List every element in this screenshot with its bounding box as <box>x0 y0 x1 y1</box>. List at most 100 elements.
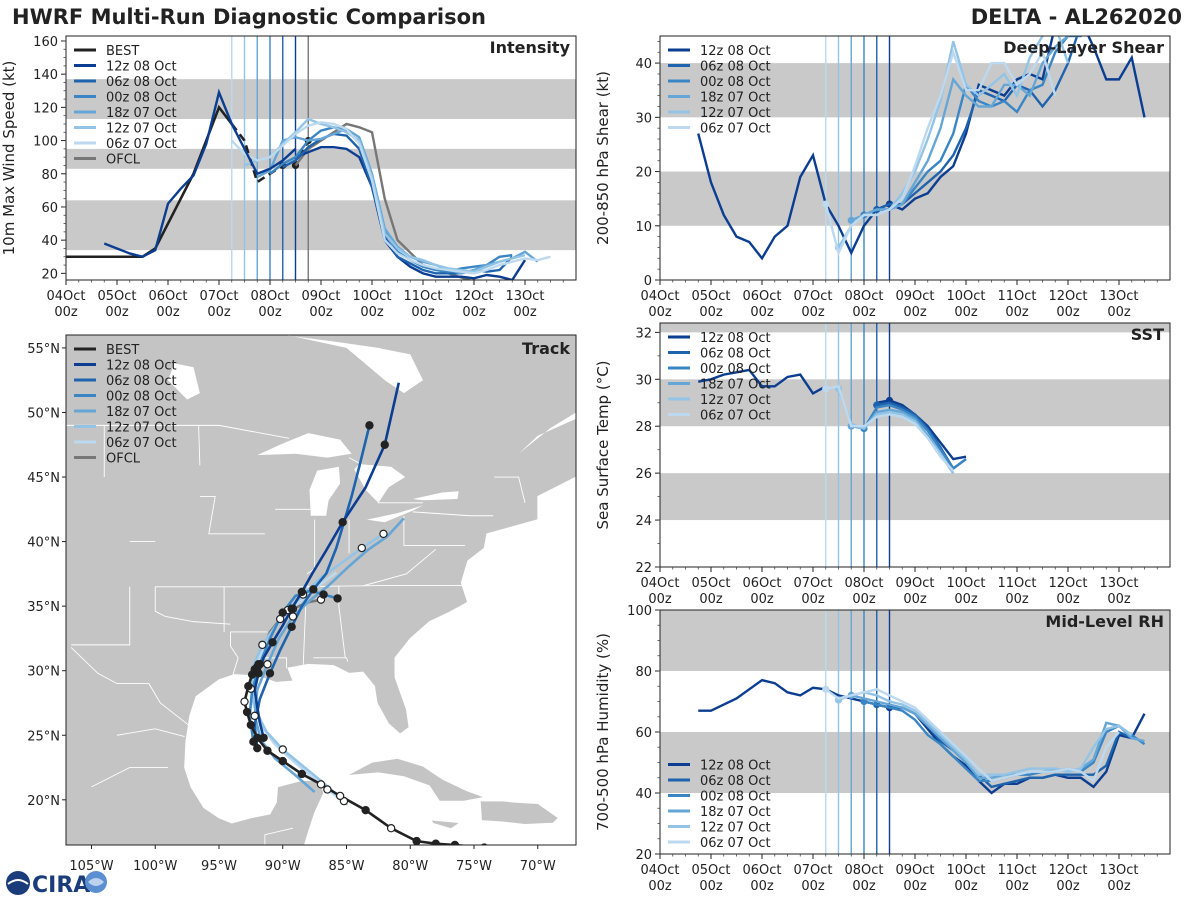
y-tick-label: 10 <box>635 220 652 235</box>
legend-label: 12z 08 Oct <box>700 759 771 774</box>
chart-sst: 22242628303204Oct00z05Oct00z06Oct00z07Oc… <box>594 322 1171 607</box>
legend-label: 00z 08 Oct <box>106 91 177 106</box>
political-border <box>403 515 466 546</box>
x-tick-label: 07Oct <box>793 576 832 591</box>
track-point-BEST <box>386 824 396 833</box>
legend-label: 18z 07 Oct <box>106 405 177 420</box>
legend-label: 12z 07 Oct <box>700 106 771 121</box>
x-tick-label: 08Oct <box>844 863 883 878</box>
series-line-06z-07-Oct <box>824 48 1057 257</box>
x-tick-label: 00z <box>1107 305 1131 320</box>
series-line-06z-08-Oct <box>876 36 1079 211</box>
x-tick-label: 00z <box>1056 305 1080 320</box>
x-tick-label: 00z <box>105 305 129 320</box>
y-tick-label: 100 <box>627 604 652 619</box>
legend-label: 06z 08 Oct <box>700 347 771 362</box>
x-tick-label: 12Oct <box>454 289 493 304</box>
track-point <box>263 660 272 669</box>
track-point-BEST <box>412 836 421 845</box>
landmass-hispaniola <box>480 800 559 825</box>
init-point <box>847 216 855 224</box>
legend-label: 00z 08 Oct <box>700 362 771 377</box>
lake-ontario <box>412 491 459 501</box>
x-tick-label: 00z <box>258 305 282 320</box>
y-tick-label: 60 <box>635 726 652 741</box>
x-tick-label: 12Oct <box>1048 289 1087 304</box>
legend-label: 12z 07 Oct <box>700 393 771 408</box>
lon-tick-label: 70°W <box>520 859 556 874</box>
threshold-band <box>660 473 1170 521</box>
track-point <box>297 587 307 597</box>
track-point-BEST <box>316 780 326 789</box>
x-tick-label: 00z <box>1056 879 1080 894</box>
track-point-BEST <box>431 839 440 845</box>
political-border <box>116 728 185 737</box>
legend-label: 06z 07 Oct <box>700 836 771 851</box>
x-tick-label: 00z <box>954 879 978 894</box>
lat-tick-label: 35°N <box>27 600 60 615</box>
y-tick-label: 120 <box>33 101 58 116</box>
x-tick-label: 10Oct <box>946 863 985 878</box>
chart-track: 105°W 100°W 95°W 90°W 85°W 80°W 75°W 70°W 20°N 25… <box>27 334 577 874</box>
track-point <box>258 640 267 650</box>
series-line-12z-08-Oct <box>698 368 827 395</box>
x-tick-label: 00z <box>1005 592 1029 607</box>
x-tick-label: 00z <box>750 592 774 607</box>
y-tick-label: 20 <box>41 267 58 282</box>
track-point-BEST <box>297 769 307 779</box>
threshold-band <box>66 148 576 169</box>
lon-tick-label: 80°W <box>392 859 428 874</box>
y-tick-label: 24 <box>635 514 652 529</box>
x-tick-label: 10Oct <box>946 576 985 591</box>
track-point <box>250 711 259 721</box>
x-tick-label: 00z <box>801 592 825 607</box>
plot-area <box>660 36 1170 280</box>
x-tick-label: 10Oct <box>352 289 391 304</box>
x-tick-label: 05Oct <box>691 863 730 878</box>
x-tick-label: 05Oct <box>691 289 730 304</box>
legend-label: 18z 07 Oct <box>700 805 771 820</box>
y-tick-label: 20 <box>635 848 652 863</box>
x-tick-label: 09Oct <box>895 863 934 878</box>
legend-label: 12z 08 Oct <box>700 331 771 346</box>
political-border <box>494 476 526 503</box>
track-point <box>379 529 388 539</box>
y-tick-label: 30 <box>635 373 652 388</box>
threshold-band <box>66 79 576 119</box>
lon-tick-label: 85°W <box>329 859 365 874</box>
y-tick-label: 0 <box>644 274 652 289</box>
track-point-BEST <box>253 733 262 743</box>
chart-title: Intensity <box>490 38 571 57</box>
x-tick-label: 00z <box>1056 592 1080 607</box>
x-tick-label: 00z <box>801 305 825 320</box>
legend-label: OFCL <box>106 153 141 168</box>
init-point <box>822 385 830 393</box>
legend-label: 06z 07 Oct <box>106 137 177 152</box>
legend-label: 06z 07 Oct <box>106 436 177 451</box>
lon-tick-label: 100°W <box>133 859 177 874</box>
lake-superior <box>257 433 352 458</box>
x-tick-label: 00z <box>699 879 723 894</box>
lat-tick-label: 25°N <box>27 729 60 744</box>
map-area <box>66 335 576 845</box>
chart-shear: 01020304004Oct00z05Oct00z06Oct00z07Oct00… <box>594 35 1171 320</box>
y-axis-label: 700-500 hPa Humidity (%) <box>594 633 612 831</box>
x-tick-label: 10Oct <box>946 289 985 304</box>
x-tick-label: 04Oct <box>640 289 679 304</box>
political-border <box>70 647 189 726</box>
x-tick-label: 00z <box>699 592 723 607</box>
track-point-BEST <box>240 697 249 706</box>
y-tick-label: 40 <box>635 57 652 72</box>
lake-erie <box>366 505 423 523</box>
legend-label: 00z 08 Oct <box>700 75 771 90</box>
y-axis-label: 10m Max Wind Speed (kt) <box>0 61 18 256</box>
legend-label: 18z 07 Oct <box>700 378 771 393</box>
threshold-band <box>660 63 1170 118</box>
legend-label: 12z 08 Oct <box>700 44 771 59</box>
x-tick-label: 00z <box>156 305 180 320</box>
track-point <box>268 638 277 647</box>
lat-tick-label: 40°N <box>27 536 60 551</box>
legend-label: 12z 07 Oct <box>106 421 177 436</box>
